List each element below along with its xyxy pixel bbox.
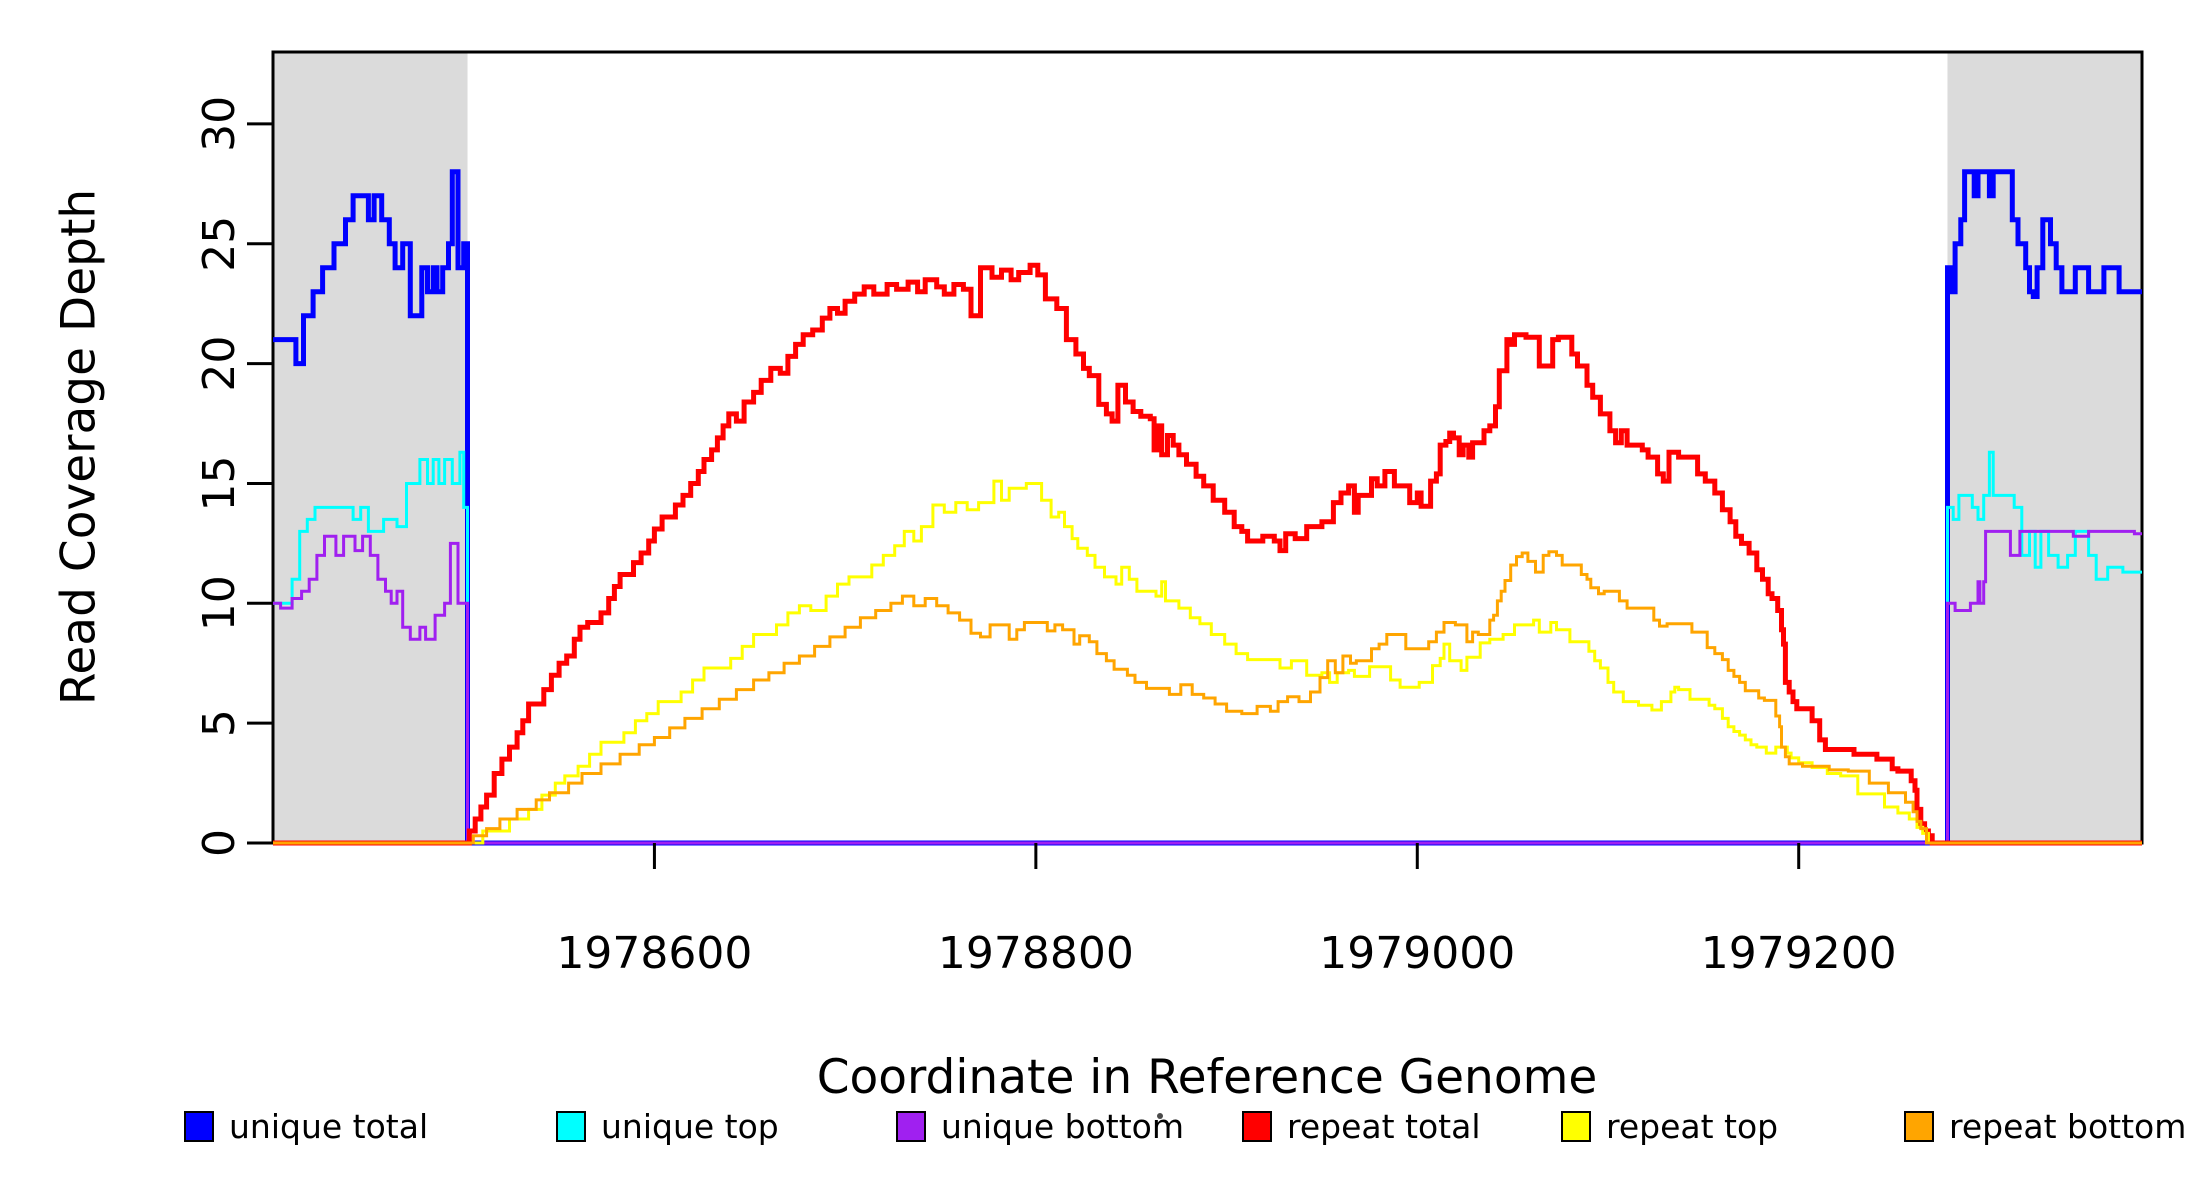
legend-label: repeat bottom [1949, 1107, 2186, 1146]
legend-item-repeat-total: repeat total [1242, 1107, 1481, 1146]
legend-swatch-repeat-total [1242, 1111, 1272, 1142]
y-axis-tick-label: 5 [194, 709, 245, 737]
legend-swatch-unique-bottom [896, 1111, 926, 1142]
x-axis-tick-label: 1978600 [556, 928, 752, 979]
series-lines [273, 169, 2142, 846]
legend: unique total unique top unique bottom repea… [184, 1107, 2186, 1146]
x-axis-title: Coordinate in Reference Genome [817, 1050, 1598, 1105]
series-repeat-top-line [273, 479, 2142, 845]
series-repeat-bottom-line [273, 550, 2142, 845]
legend-item-repeat-top: repeat top [1561, 1107, 1778, 1146]
legend-label: unique top [601, 1107, 779, 1146]
y-axis-tick-label: 15 [194, 455, 245, 511]
series-unique-bottom-line [273, 529, 2142, 845]
y-axis-tick-label: 30 [194, 96, 245, 152]
legend-swatch-unique-total [184, 1111, 214, 1142]
y-axis-tick-label: 0 [194, 829, 245, 857]
plot-box [271, 50, 2144, 845]
series-repeat-total-line [273, 262, 2142, 846]
y-axis-tick-label: 25 [194, 216, 245, 272]
stray-dot [1157, 1113, 1163, 1119]
legend-label: repeat top [1606, 1107, 1778, 1146]
y-axis-tick-label: 10 [194, 575, 245, 631]
x-axis-tick-label: 1979200 [1701, 928, 1897, 979]
legend-swatch-repeat-bottom [1904, 1111, 1934, 1142]
x-axis-tick-label: 1978800 [938, 928, 1134, 979]
series-unique-top-line [273, 450, 2142, 845]
axis-ticks: 0 5 10 15 20 25 30 1978600 1978800 1979000 1979200 [194, 96, 1897, 979]
legend-label: unique total [229, 1107, 428, 1146]
y-axis-tick-label: 20 [194, 336, 245, 392]
legend-swatch-repeat-top [1561, 1111, 1591, 1142]
plot-border [271, 50, 2144, 845]
x-axis-tick-label: 1979000 [1319, 928, 1515, 979]
legend-item-unique-top: unique top [556, 1107, 779, 1146]
legend-item-unique-bottom: unique bottom [896, 1107, 1184, 1146]
series-unique-total-line [273, 169, 2142, 846]
y-axis-title: Read Coverage Depth [52, 189, 107, 705]
legend-item-unique-total: unique total [184, 1107, 428, 1146]
shaded-regions [273, 52, 2142, 843]
legend-label: repeat total [1287, 1107, 1481, 1146]
legend-item-repeat-bottom: repeat bottom [1904, 1107, 2186, 1146]
shaded-region-left-unique-flank [273, 52, 468, 843]
legend-label: unique bottom [941, 1107, 1184, 1146]
legend-swatch-unique-top [556, 1111, 586, 1142]
